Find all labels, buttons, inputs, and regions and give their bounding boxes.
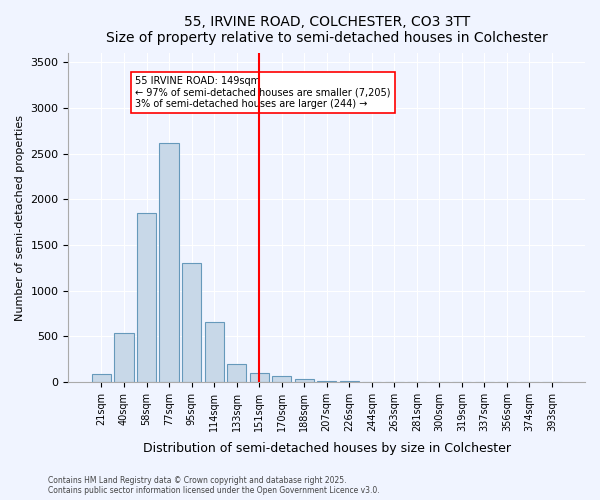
Bar: [205, 322, 224, 382]
Bar: [92, 374, 111, 382]
Bar: [137, 213, 156, 382]
Bar: [317, 381, 336, 382]
Bar: [295, 379, 314, 382]
Y-axis label: Number of semi-detached properties: Number of semi-detached properties: [15, 114, 25, 320]
Bar: [182, 263, 201, 382]
Bar: [160, 142, 179, 382]
Bar: [115, 334, 134, 382]
X-axis label: Distribution of semi-detached houses by size in Colchester: Distribution of semi-detached houses by …: [143, 442, 511, 455]
Bar: [250, 372, 269, 382]
Text: 55 IRVINE ROAD: 149sqm
← 97% of semi-detached houses are smaller (7,205)
3% of s: 55 IRVINE ROAD: 149sqm ← 97% of semi-det…: [135, 76, 391, 110]
Bar: [272, 376, 291, 382]
Title: 55, IRVINE ROAD, COLCHESTER, CO3 3TT
Size of property relative to semi-detached : 55, IRVINE ROAD, COLCHESTER, CO3 3TT Siz…: [106, 15, 548, 45]
Text: Contains HM Land Registry data © Crown copyright and database right 2025.
Contai: Contains HM Land Registry data © Crown c…: [48, 476, 380, 495]
Bar: [227, 364, 246, 382]
